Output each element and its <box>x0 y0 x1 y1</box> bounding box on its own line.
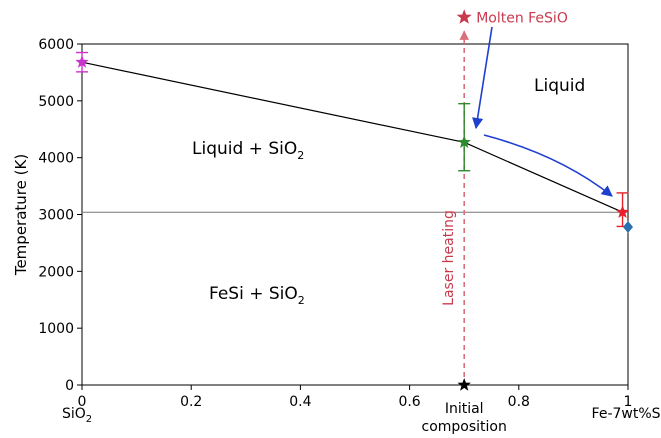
y-tick-label: 2000 <box>38 264 74 280</box>
y-tick-label: 0 <box>65 378 74 394</box>
x-tick-label: 0.4 <box>289 394 311 410</box>
region-label-liquid: Liquid <box>534 76 585 96</box>
region-label-liquid-sio2: Liquid + SiO2 <box>192 139 304 162</box>
molten-fesio-star <box>456 9 472 24</box>
sio2-point <box>75 55 89 68</box>
laser-heating-label: Laser heating <box>441 210 457 306</box>
region-label-fesi-sio2: FeSi + SiO2 <box>209 284 305 307</box>
fe-point <box>615 205 630 218</box>
molten-fesio-label: Molten FeSiO <box>476 10 568 26</box>
initial-composition-label-line1: Initial <box>445 401 484 417</box>
mid-point <box>457 135 471 148</box>
x-tick-label: 1 <box>624 394 633 410</box>
x-tick-label: 0.2 <box>180 394 202 410</box>
y-tick-label: 3000 <box>38 208 74 224</box>
y-tick-label: 6000 <box>38 37 74 53</box>
x-tick-label: 0 <box>78 394 87 410</box>
x-tick-label: 0.8 <box>508 394 530 410</box>
y-tick-label: 1000 <box>38 321 74 337</box>
initial-point <box>457 378 471 391</box>
initial-composition-label-line2: composition <box>422 419 507 435</box>
y-tick-label: 5000 <box>38 94 74 110</box>
y-tick-label: 4000 <box>38 151 74 167</box>
fe-ref-point <box>623 221 633 234</box>
endpoint-label-fe7wtsi: Fe-7wt%Si <box>592 406 661 422</box>
cooling-arrow-down <box>472 26 493 130</box>
x-tick-label: 0.6 <box>398 394 420 410</box>
cooling-arrow-liquidus <box>483 134 613 197</box>
endpoint-label-sio2: SiO2 <box>62 406 92 425</box>
y-axis-title: Temperature (K) <box>12 154 30 276</box>
